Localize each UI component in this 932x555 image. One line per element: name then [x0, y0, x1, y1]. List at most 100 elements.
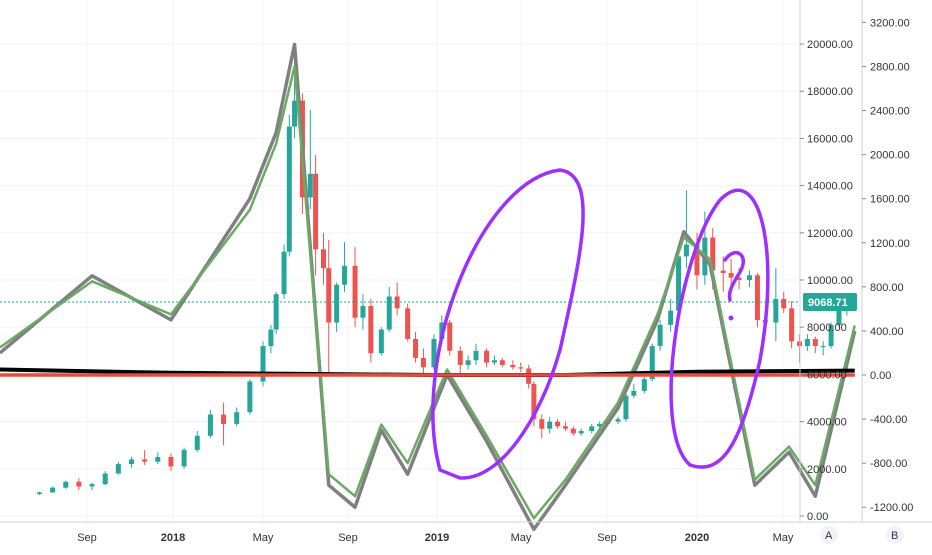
axis-button-right[interactable]: B	[886, 526, 904, 544]
candle-body	[812, 339, 818, 347]
axis-button-left[interactable]: A	[820, 526, 838, 544]
candle-body	[457, 350, 463, 365]
candle-body	[491, 360, 497, 363]
candle-body	[281, 251, 287, 295]
candle-body	[89, 484, 95, 487]
oscillator-axis[interactable]: -1200.00 -800.00 -400.00 0.00 400.00 800.00 12…	[861, 0, 913, 522]
candlestick-series	[36, 51, 850, 495]
price-tick-label: 18000.00	[807, 86, 853, 98]
time-tick-label: May	[773, 532, 794, 544]
last-price-text: 9068.71	[808, 297, 848, 309]
candle-body	[268, 329, 274, 347]
candle-body	[352, 265, 358, 318]
candle-body	[342, 265, 348, 285]
axis-button-right-label: B	[891, 530, 898, 542]
candle-body	[420, 357, 426, 368]
price-axis[interactable]: 0.00 2000.00 4000.00 6000.00 8000.00 10000.00…	[799, 0, 853, 523]
candle-body	[413, 339, 419, 358]
time-tick-label: 2020	[685, 532, 709, 544]
osc-tick-label: 1200.00	[870, 238, 910, 250]
candle-body	[820, 346, 826, 348]
candle-body	[499, 360, 505, 365]
candle-body	[368, 305, 374, 354]
candle-body	[623, 395, 629, 420]
candle-body	[115, 464, 121, 474]
time-tick-label: Sep	[338, 532, 358, 544]
candle-body	[747, 275, 753, 280]
grid-lines	[0, 0, 800, 522]
osc-tick-label: 2000.00	[870, 150, 910, 162]
candle-body	[36, 492, 42, 495]
candle-body	[781, 298, 787, 309]
candle-body	[649, 346, 655, 380]
price-tick-label: 6000.00	[807, 369, 847, 381]
candle-body	[50, 487, 56, 493]
candle-body	[836, 310, 842, 325]
candle-body	[828, 324, 834, 347]
time-tick-label: 2018	[161, 532, 185, 544]
osc-tick-label: 0.00	[870, 370, 891, 382]
candle-body	[405, 308, 411, 339]
osc-tick-label: 400.00	[870, 326, 904, 338]
candle-body	[631, 390, 637, 396]
candle-body	[473, 350, 479, 361]
candle-body	[307, 173, 313, 198]
price-tick-label: 4000.00	[807, 417, 847, 429]
osc-tick-label: 2800.00	[870, 61, 910, 73]
candle-body	[555, 421, 561, 427]
candle-body	[683, 244, 689, 257]
annotation-ellipse-right	[669, 188, 770, 469]
question-mark	[723, 250, 746, 302]
candle-body	[547, 421, 553, 429]
candle-body	[789, 308, 795, 342]
indicator-line-0	[0, 42, 857, 532]
candle-body	[465, 360, 471, 365]
time-tick-label: Sep	[597, 532, 617, 544]
candle-body	[194, 435, 200, 450]
candle-body	[510, 364, 516, 368]
time-axis[interactable]: Sep 2018 May Sep 2019 May Sep 2020 May	[0, 521, 932, 544]
osc-tick-label: 3200.00	[870, 17, 910, 29]
candle-body	[168, 457, 174, 467]
candle-body	[320, 249, 326, 269]
annotation-ellipse-left	[431, 168, 585, 480]
candle-body	[286, 126, 292, 252]
time-tick-label: 2019	[425, 532, 449, 544]
candle-body	[102, 473, 108, 485]
candle-body	[129, 459, 134, 465]
osc-tick-label: 2400.00	[870, 106, 910, 118]
candle-body	[378, 329, 384, 354]
price-tick-label: 12000.00	[807, 228, 853, 240]
candle-body	[562, 426, 568, 429]
candle-body	[63, 481, 69, 488]
candle-body	[273, 294, 279, 330]
osc-tick-label: -800.00	[870, 458, 907, 470]
candle-body	[360, 305, 366, 318]
candle-body	[694, 244, 700, 276]
candle-body	[247, 381, 253, 413]
candle-body	[260, 346, 266, 382]
candle-body	[334, 284, 340, 323]
osc-tick-label: 1600.00	[870, 194, 910, 206]
osc-tick-label: -400.00	[870, 414, 907, 426]
candle-body	[773, 298, 779, 323]
candle-body	[221, 414, 227, 424]
candle-body	[676, 256, 682, 311]
candle-body	[657, 324, 663, 347]
candle-body	[539, 419, 545, 429]
candle-body	[531, 383, 537, 420]
time-tick-label: May	[253, 532, 274, 544]
candle-body	[570, 428, 576, 434]
price-tick-label: 10000.00	[807, 275, 853, 287]
candle-body	[207, 414, 213, 436]
candle-body	[431, 339, 437, 368]
candle-body	[589, 426, 595, 432]
candle-body	[597, 423, 603, 427]
price-tick-label: 20000.00	[807, 39, 853, 51]
candle-body	[736, 277, 742, 280]
question-mark-dot	[728, 315, 734, 321]
indicator-lines	[0, 42, 857, 532]
candle-body	[447, 322, 453, 351]
